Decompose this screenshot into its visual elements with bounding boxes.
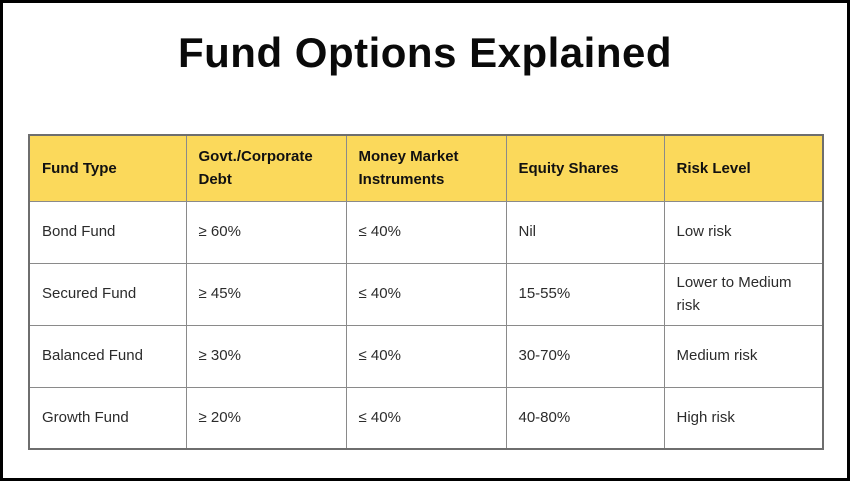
table-cell: Low risk	[663, 200, 824, 264]
fund-type-cell: Bond Fund	[28, 200, 187, 264]
table-cell: ≤ 40%	[345, 324, 507, 388]
table-cell: Nil	[505, 200, 665, 264]
table-cell: 15-55%	[505, 262, 665, 326]
table-row: Secured Fund ≥ 45% ≤ 40% 15-55% Lower to Med…	[28, 262, 824, 326]
column-header: Equity Shares	[505, 134, 665, 202]
table-cell: High risk	[663, 386, 824, 450]
table-cell: 40-80%	[505, 386, 665, 450]
fund-options-table: Fund Type Govt./Corporate Debt Money Marke…	[28, 134, 824, 450]
table-row: Bond Fund ≥ 60% ≤ 40% Nil Low risk	[28, 200, 824, 264]
table-row: Balanced Fund ≥ 30% ≤ 40% 30-70% Medium risk	[28, 324, 824, 388]
column-header: Risk Level	[663, 134, 824, 202]
fund-type-cell: Growth Fund	[28, 386, 187, 450]
table-cell: 30-70%	[505, 324, 665, 388]
table-header-row: Fund Type Govt./Corporate Debt Money Marke…	[28, 134, 824, 202]
table-cell: Lower to Medium risk	[663, 262, 824, 326]
column-header: Fund Type	[28, 134, 187, 202]
table-cell: ≥ 30%	[185, 324, 347, 388]
fund-type-cell: Secured Fund	[28, 262, 187, 326]
fund-options-table-container: Fund Type Govt./Corporate Debt Money Marke…	[28, 134, 824, 450]
table-cell: ≥ 45%	[185, 262, 347, 326]
table-cell: ≥ 60%	[185, 200, 347, 264]
column-header: Money Market Instruments	[345, 134, 507, 202]
table-row: Growth Fund ≥ 20% ≤ 40% 40-80% High risk	[28, 386, 824, 450]
column-header: Govt./Corporate Debt	[185, 134, 347, 202]
table-cell: Medium risk	[663, 324, 824, 388]
table-cell: ≤ 40%	[345, 200, 507, 264]
page-title: Fund Options Explained	[178, 29, 672, 76]
table-cell: ≤ 40%	[345, 386, 507, 450]
table-cell: ≥ 20%	[185, 386, 347, 450]
fund-type-cell: Balanced Fund	[28, 324, 187, 388]
table-cell: ≤ 40%	[345, 262, 507, 326]
